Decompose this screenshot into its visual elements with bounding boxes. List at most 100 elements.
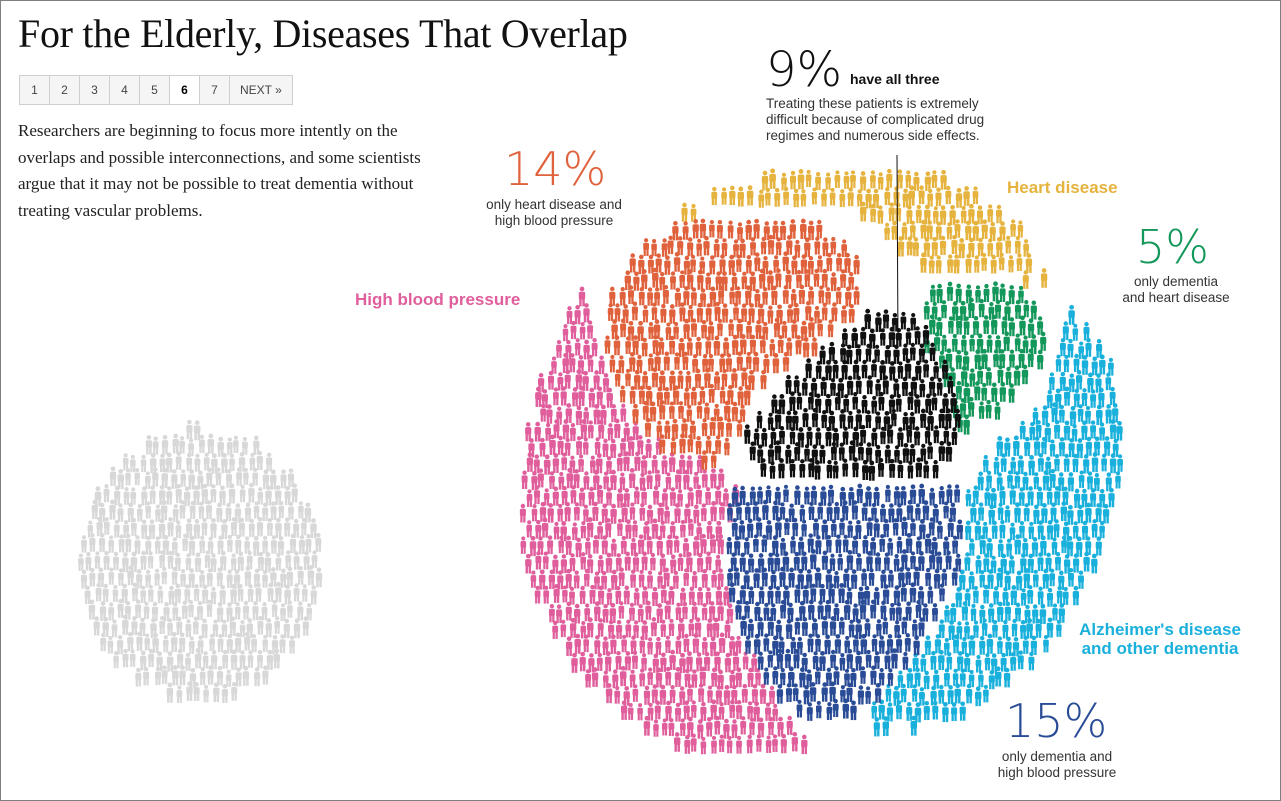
- person-icon: [172, 433, 179, 454]
- person-icon: [560, 554, 567, 574]
- person-icon: [929, 487, 935, 506]
- person-icon: [629, 253, 636, 273]
- page-button-1[interactable]: 1: [19, 75, 50, 105]
- person-icon: [297, 565, 304, 585]
- person-icon: [830, 649, 837, 669]
- person-icon: [728, 582, 736, 603]
- person-icon: [745, 635, 751, 654]
- person-icon: [933, 669, 940, 689]
- person-icon: [193, 584, 200, 602]
- person-icon: [737, 186, 745, 207]
- person-icon: [1060, 501, 1068, 522]
- person-icon: [781, 320, 788, 339]
- person-icon: [265, 618, 272, 638]
- page-button-5[interactable]: 5: [139, 75, 170, 105]
- person-icon: [284, 517, 291, 537]
- person-icon: [693, 504, 700, 524]
- person-icon: [690, 386, 697, 406]
- person-icon: [262, 665, 269, 685]
- person-icon: [690, 287, 697, 306]
- person-icon: [808, 458, 815, 478]
- person-icon: [199, 667, 206, 685]
- person-icon: [846, 344, 853, 365]
- person-icon: [262, 502, 269, 522]
- person-icon: [735, 286, 742, 305]
- person-icon: [817, 502, 823, 520]
- person-icon: [570, 320, 577, 340]
- person-icon: [1019, 315, 1026, 336]
- person-icon: [727, 220, 734, 239]
- person-icon: [660, 619, 667, 637]
- person-icon: [970, 502, 977, 523]
- person-icon: [256, 516, 264, 537]
- person-icon: [535, 519, 542, 539]
- person-icon: [229, 453, 235, 472]
- person-icon: [1096, 404, 1103, 425]
- person-icon: [122, 453, 129, 471]
- person-icon: [266, 649, 274, 670]
- person-icon: [942, 701, 949, 723]
- person-icon: [811, 407, 819, 428]
- person-icon: [905, 567, 912, 585]
- person-icon: [210, 484, 217, 503]
- page-button-7[interactable]: 7: [199, 75, 230, 105]
- person-icon: [936, 283, 943, 304]
- person-icon: [830, 272, 837, 292]
- person-icon: [1109, 453, 1117, 474]
- person-icon: [767, 234, 775, 255]
- person-icon: [824, 599, 831, 619]
- person-icon: [605, 552, 613, 573]
- heart-bp-note-line: high blood pressure: [464, 213, 644, 229]
- person-icon: [782, 351, 790, 372]
- person-icon: [763, 602, 770, 621]
- person-icon: [583, 634, 590, 653]
- person-icon: [808, 599, 815, 620]
- person-icon: [1009, 485, 1016, 505]
- person-icon: [926, 220, 933, 240]
- person-icon: [775, 619, 782, 639]
- person-icon: [683, 318, 690, 339]
- person-icon: [227, 534, 233, 553]
- person-icon: [113, 551, 119, 571]
- page-button-3[interactable]: 3: [79, 75, 110, 105]
- person-icon: [103, 550, 110, 570]
- person-icon: [230, 583, 237, 605]
- person-icon: [651, 586, 659, 607]
- person-icon: [610, 569, 618, 590]
- person-icon: [824, 634, 831, 655]
- person-icon: [884, 186, 891, 206]
- person-icon: [594, 601, 601, 622]
- person-icon: [933, 568, 941, 589]
- person-icon: [974, 520, 982, 541]
- person-icon: [262, 634, 268, 652]
- person-icon: [685, 370, 692, 389]
- person-icon: [928, 517, 935, 536]
- person-icon: [534, 585, 541, 604]
- person-icon: [562, 585, 568, 603]
- person-icon: [804, 444, 810, 462]
- next-button[interactable]: NEXT »: [229, 75, 293, 105]
- person-icon: [687, 237, 694, 257]
- person-icon: [959, 668, 966, 687]
- person-icon: [930, 284, 936, 303]
- person-icon: [637, 703, 643, 721]
- person-icon: [974, 686, 982, 707]
- person-icon: [972, 315, 980, 336]
- person-icon: [264, 552, 272, 573]
- person-icon: [938, 486, 945, 505]
- person-icon: [968, 297, 975, 318]
- person-icon: [561, 452, 568, 471]
- person-icon: [909, 443, 916, 463]
- person-icon: [888, 202, 895, 222]
- person-icon: [842, 426, 849, 445]
- person-icon: [956, 315, 963, 335]
- person-icon: [895, 393, 902, 412]
- person-icon: [1013, 365, 1021, 386]
- person-icon: [827, 319, 834, 338]
- person-icon: [1090, 389, 1097, 408]
- page-button-6[interactable]: 6: [169, 75, 200, 105]
- person-icon: [199, 535, 206, 554]
- person-icon: [143, 601, 150, 620]
- person-icon: [682, 221, 689, 240]
- person-icon: [610, 538, 617, 557]
